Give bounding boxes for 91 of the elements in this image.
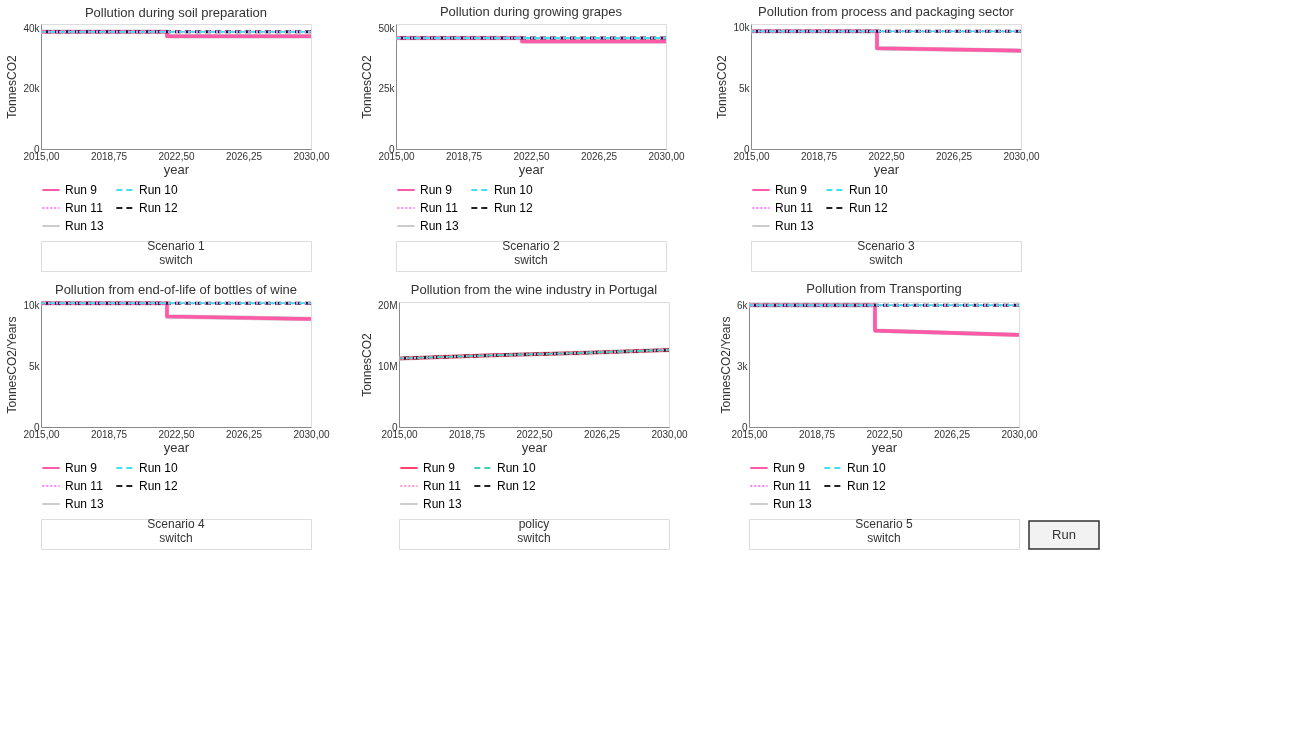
text: Scenario 4 switch (147, 517, 206, 545)
x-tick-label: 2030,00 (1003, 150, 1041, 162)
x-tick-label: 2026,25 (580, 150, 618, 162)
x-tick-label: 2018,75 (90, 428, 128, 440)
y-tick-label: 3k (736, 360, 749, 372)
legend-label: Run 12 (139, 479, 179, 493)
legend-label: Run 10 (847, 461, 887, 475)
chart-title: Pollution during soil preparation (84, 4, 268, 20)
y-tick-label: 20M (378, 300, 398, 312)
x-axis-title: year (871, 439, 898, 455)
x-tick-label: 2018,75 (445, 150, 483, 162)
y-axis-title: TonnesCO2/Years (5, 316, 20, 414)
legend-label: Run 13 (65, 219, 105, 233)
legend-label: Run 13 (420, 219, 460, 233)
chart-title: Pollution from process and packaging sector (758, 3, 1015, 19)
legend-label: Run 10 (139, 183, 179, 197)
x-axis-title: year (873, 161, 900, 177)
text: Run (1052, 527, 1076, 542)
legend-label: Run 9 (775, 183, 808, 197)
legend-label: Run 11 (423, 479, 462, 493)
legend-label: Run 11 (65, 201, 104, 215)
y-tick-label: 20k (23, 83, 41, 95)
x-tick-label: 2022,50 (866, 428, 904, 440)
y-tick-label: 5k (738, 82, 751, 94)
chart-title: Pollution from end-of-life of bottles of wine (54, 281, 298, 297)
x-tick-label: 2030,00 (648, 150, 686, 162)
legend-label: Run 12 (847, 479, 887, 493)
chart-title: Pollution from the wine industry in Portugal (410, 281, 658, 297)
legend-label: Run 9 (420, 183, 453, 197)
chart-title: Pollution during growing grapes (439, 4, 623, 20)
x-tick-label: 2022,50 (158, 150, 196, 162)
x-tick-label: 2030,00 (293, 428, 331, 440)
x-tick-label: 2018,75 (800, 150, 838, 162)
y-tick-label: 10k (733, 22, 751, 34)
y-axis-title: TonnesCO2 (5, 54, 20, 119)
x-tick-label: 2030,00 (1001, 428, 1039, 440)
y-tick-label: 10M (378, 360, 398, 372)
legend-label: Run 11 (420, 201, 459, 215)
legend-label: Run 9 (65, 461, 98, 475)
y-axis-title: TonnesCO2 (360, 332, 375, 397)
y-axis-title: TonnesCO2/Years (718, 316, 733, 414)
legend-label: Run 13 (775, 219, 815, 233)
text: Scenario 1 switch (147, 239, 206, 267)
legend-label: Run 10 (139, 461, 179, 475)
y-axis-title: TonnesCO2 (715, 54, 730, 119)
x-axis-title: year (163, 161, 190, 177)
x-tick-label: 2018,75 (448, 428, 486, 440)
text: Scenario 2 switch (502, 239, 561, 267)
legend-label: Run 11 (65, 479, 104, 493)
legend-label: Run 10 (849, 183, 889, 197)
x-tick-label: 2022,50 (158, 428, 196, 440)
text: Scenario 3 switch (857, 239, 916, 267)
legend-label: Run 12 (497, 479, 537, 493)
x-axis-title: year (518, 161, 545, 177)
x-tick-label: 2022,50 (516, 428, 554, 440)
text: policy switch (517, 517, 551, 545)
y-tick-label: 25k (378, 83, 396, 95)
y-tick-label: 6k (736, 299, 749, 311)
x-axis-title: year (521, 439, 548, 455)
chart-title: Pollution from Transporting (806, 281, 962, 297)
legend-label: Run 13 (773, 497, 813, 511)
legend-label: Run 9 (65, 183, 98, 197)
x-tick-label: 2026,25 (935, 150, 973, 162)
legend-label: Run 9 (773, 461, 806, 475)
x-tick-label: 2030,00 (293, 150, 331, 162)
legend-label: Run 10 (497, 461, 537, 475)
x-tick-label: 2018,75 (90, 150, 128, 162)
legend-label: Run 13 (65, 497, 105, 511)
x-tick-label: 2026,25 (225, 150, 263, 162)
legend-label: Run 12 (494, 201, 534, 215)
x-tick-label: 2030,00 (651, 428, 689, 440)
legend-label: Run 13 (423, 497, 463, 511)
x-tick-label: 2026,25 (583, 428, 621, 440)
x-tick-label: 2018,75 (798, 428, 836, 440)
legend-label: Run 9 (423, 461, 456, 475)
legend-label: Run 12 (849, 201, 889, 215)
legend-label: Run 10 (494, 183, 534, 197)
y-tick-label: 10k (23, 300, 41, 312)
x-tick-label: 2022,50 (868, 150, 906, 162)
x-axis-title: year (163, 439, 190, 455)
legend-label: Run 11 (775, 201, 814, 215)
x-tick-label: 2026,25 (933, 428, 971, 440)
y-tick-label: 50k (378, 22, 396, 34)
y-tick-label: 40k (23, 23, 41, 35)
y-tick-label: 5k (28, 360, 41, 372)
legend-label: Run 12 (139, 201, 179, 215)
legend-label: Run 11 (773, 479, 812, 493)
x-tick-label: 2022,50 (513, 150, 551, 162)
x-tick-label: 2026,25 (225, 428, 263, 440)
y-axis-title: TonnesCO2 (360, 54, 375, 119)
text: Scenario 5 switch (855, 517, 914, 545)
